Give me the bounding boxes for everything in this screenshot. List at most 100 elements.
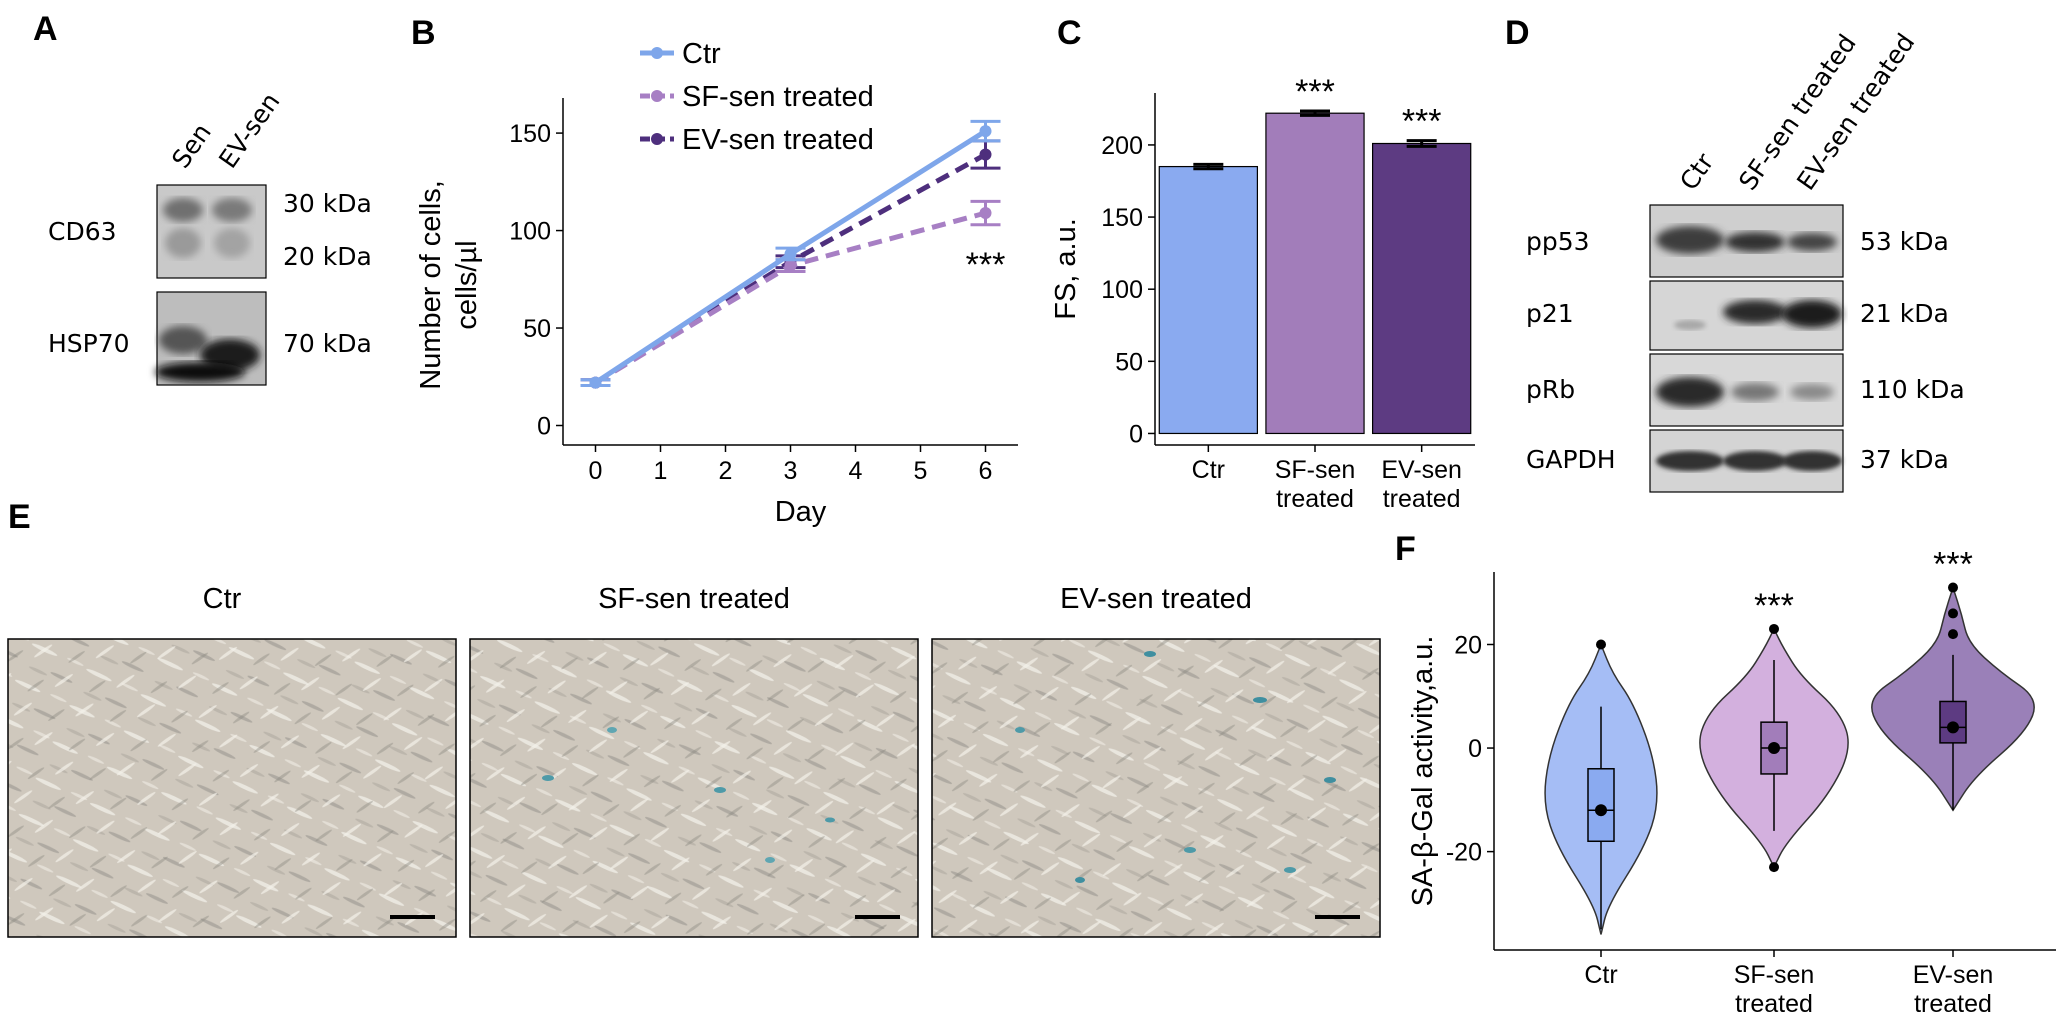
- lane-label: Ctr: [1674, 147, 1720, 195]
- significance-label: ***: [1295, 73, 1335, 111]
- x-tick-label: treated: [1383, 485, 1461, 513]
- y-tick-label: 200: [1101, 132, 1143, 160]
- kda-marker: 53 kDa: [1860, 227, 1949, 256]
- x-tick-label: 5: [914, 457, 928, 485]
- series-line: [594, 210, 987, 385]
- y-tick-label: 0: [537, 413, 551, 441]
- outlier-point: [1948, 582, 1958, 593]
- significance-label: ***: [1933, 546, 1973, 584]
- data-point: [979, 148, 992, 161]
- panel-b-label: B: [411, 14, 436, 52]
- panel-a-blot-cd63: [156, 184, 267, 279]
- x-tick-label: 1: [654, 457, 668, 485]
- x-tick-label: SF-sen: [1275, 456, 1356, 484]
- panel-d-blot-pp53: [1649, 204, 1844, 278]
- panel-e-image-sf: [469, 638, 919, 938]
- legend-label: EV-sen treated: [682, 124, 874, 156]
- x-tick-label: treated: [1276, 485, 1354, 513]
- data-point: [784, 259, 797, 272]
- panel-e-image-ev: [931, 638, 1381, 938]
- kda-marker: 110 kDa: [1860, 375, 1965, 404]
- y-tick-label: 150: [1101, 204, 1143, 232]
- panel-c-label: C: [1057, 14, 1082, 52]
- legend-label: Ctr: [682, 38, 721, 70]
- panel-a-blot-labels: CD63 30 kDa 20 kDa HSP70 70 kDa: [48, 189, 372, 358]
- y-tick-label: 100: [509, 218, 551, 246]
- panel-d-blot-prb: [1649, 353, 1844, 427]
- panel-e-titles: Ctr SF-sen treated EV-sen treated: [203, 583, 1252, 615]
- legend-marker: [651, 90, 663, 102]
- data-point: [979, 125, 992, 138]
- kda-marker: 37 kDa: [1860, 445, 1949, 474]
- y-tick-label: 100: [1101, 276, 1143, 304]
- panel-e-image-ctr: [7, 638, 457, 938]
- y-tick-label: 20: [1454, 631, 1482, 659]
- legend-marker: [651, 133, 663, 145]
- blot-name: pp53: [1526, 227, 1590, 256]
- y-tick-label: 50: [523, 315, 551, 343]
- median-point: [1947, 721, 1959, 734]
- y-axis-title: FS, a.u.: [1050, 218, 1082, 320]
- y-tick-label: 0: [1468, 735, 1482, 763]
- lane-label: Sen: [166, 118, 217, 173]
- kda-marker: 30 kDa: [283, 189, 372, 218]
- panel-a-label: A: [33, 10, 58, 48]
- lane-label: EV-sen: [213, 87, 285, 173]
- panel-d-blot-p21: [1649, 280, 1844, 351]
- x-tick-label: Ctr: [1192, 456, 1225, 484]
- legend-marker: [651, 47, 663, 59]
- y-axis-title: Number of cells, cells/µl: [415, 180, 483, 390]
- x-tick-label: treated: [1735, 990, 1813, 1018]
- panel-b-chart: 0 50 100 150 0 1 2 3 4 5 6 Day Number of cells, cells…: [415, 38, 1018, 528]
- panel-f-label: F: [1395, 530, 1416, 568]
- significance-label: ***: [1402, 103, 1442, 141]
- panel-d-blot-gapdh: [1649, 429, 1844, 493]
- outlier-point: [1769, 623, 1779, 634]
- x-tick-label: 3: [784, 457, 798, 485]
- blot-name: GAPDH: [1526, 445, 1616, 474]
- outlier-point: [1596, 639, 1606, 650]
- bar: [1158, 165, 1259, 435]
- image-title: EV-sen treated: [1060, 583, 1252, 615]
- x-axis-title: Day: [775, 496, 827, 528]
- data-point: [589, 376, 602, 389]
- y-tick-label: -20: [1446, 839, 1482, 867]
- kda-marker: 70 kDa: [283, 329, 372, 358]
- outlier-point: [1948, 629, 1958, 640]
- blot-name: p21: [1526, 299, 1574, 328]
- outlier-point: [1948, 608, 1958, 619]
- x-tick-label: 6: [979, 457, 993, 485]
- kda-marker: 21 kDa: [1860, 299, 1949, 328]
- image-title: SF-sen treated: [598, 583, 790, 615]
- median-point: [1595, 804, 1607, 817]
- x-tick-label: 2: [719, 457, 733, 485]
- x-tick-label: Ctr: [1584, 961, 1617, 989]
- legend-label: SF-sen treated: [682, 81, 874, 113]
- blot-name: pRb: [1526, 375, 1575, 404]
- y-axis-title: SA-β-Gal activity,a.u.: [1407, 636, 1439, 907]
- blot-name: CD63: [48, 217, 117, 246]
- data-point: [784, 247, 797, 260]
- x-tick-label: treated: [1914, 990, 1992, 1018]
- significance-label: ***: [1754, 587, 1794, 625]
- significance-label: ***: [966, 246, 1006, 284]
- x-tick-label: 0: [589, 457, 603, 485]
- x-tick-label: 4: [849, 457, 863, 485]
- median-point: [1768, 742, 1780, 755]
- blot-name: HSP70: [48, 329, 130, 358]
- panel-a-blot-hsp70: [155, 291, 267, 386]
- y-tick-label: 150: [509, 120, 551, 148]
- kda-marker: 20 kDa: [283, 242, 372, 271]
- y-tick-label: 50: [1115, 348, 1143, 376]
- bar: [1371, 142, 1472, 435]
- x-tick-label: EV-sen: [1913, 961, 1994, 989]
- bar: [1265, 112, 1365, 435]
- panel-d-label: D: [1505, 14, 1530, 52]
- data-point: [979, 207, 992, 220]
- y-tick-label: 0: [1129, 420, 1143, 448]
